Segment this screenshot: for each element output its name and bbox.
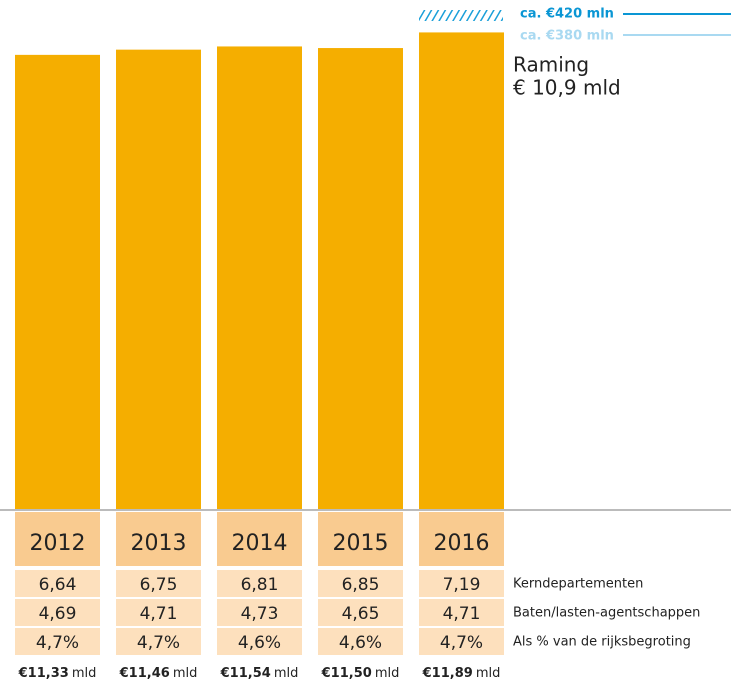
table-value: 4,71 — [443, 604, 481, 624]
row-label: Als % van de rijksbegroting — [513, 635, 691, 650]
table-value: 4,69 — [39, 604, 77, 624]
year-cell — [15, 512, 100, 566]
table-cell — [217, 628, 302, 655]
total-value: €11,46 — [119, 666, 170, 681]
year-cell — [217, 512, 302, 566]
table-value: 7,19 — [443, 575, 481, 595]
total-value: €11,89 — [422, 666, 473, 681]
table-cell — [419, 570, 504, 597]
total-value: €11,54 — [220, 666, 271, 681]
table-value: 4,7% — [36, 633, 79, 653]
annotation: Raming — [513, 53, 589, 77]
annotation: ca. €420 mln — [520, 7, 614, 22]
x-tick-label: 2014 — [232, 531, 288, 556]
bar — [217, 46, 302, 509]
table-value: 4,6% — [238, 633, 281, 653]
bar — [15, 54, 100, 509]
total-unit: mld — [476, 666, 501, 681]
annotation: € 10,9 mld — [513, 76, 621, 100]
table-cell — [217, 570, 302, 597]
table-value: 6,64 — [39, 575, 77, 595]
total-label: €11,50 mld — [321, 666, 400, 681]
total-label: €11,46 mld — [119, 666, 198, 681]
bar — [419, 32, 504, 509]
table-value: 4,73 — [241, 604, 279, 624]
table-value: 4,71 — [140, 604, 178, 624]
year-cell — [318, 512, 403, 566]
table-value: 4,7% — [137, 633, 180, 653]
total-value: €11,33 — [18, 666, 69, 681]
total-unit: mld — [274, 666, 299, 681]
x-tick-label: 2013 — [131, 531, 187, 556]
table-value: 6,81 — [241, 575, 279, 595]
year-cell — [116, 512, 201, 566]
table-cell — [419, 599, 504, 626]
row-label: Baten/lasten-agentschappen — [513, 606, 700, 621]
total-label: €11,89 mld — [422, 666, 501, 681]
table-cell — [116, 570, 201, 597]
table-value: 6,75 — [140, 575, 178, 595]
table-value: 6,85 — [342, 575, 380, 595]
row-label: Kerndepartementen — [513, 577, 643, 592]
table-value: 4,65 — [342, 604, 380, 624]
table-cell — [318, 628, 403, 655]
table-value: 4,6% — [339, 633, 382, 653]
table-cell — [15, 628, 100, 655]
table-cell — [116, 599, 201, 626]
table-cell — [318, 570, 403, 597]
annotation: ca. €380 mln — [520, 29, 614, 44]
table-value: 4,7% — [440, 633, 483, 653]
year-cell — [419, 512, 504, 566]
bar — [116, 49, 201, 509]
table-cell — [318, 599, 403, 626]
table-cell — [217, 599, 302, 626]
total-label: €11,33 mld — [18, 666, 97, 681]
total-unit: mld — [72, 666, 97, 681]
table-cell — [15, 570, 100, 597]
total-unit: mld — [173, 666, 198, 681]
table-cell — [116, 628, 201, 655]
table-cell — [15, 599, 100, 626]
x-tick-label: 2012 — [30, 531, 86, 556]
x-tick-label: 2015 — [333, 531, 389, 556]
estimate-hatch — [419, 10, 503, 21]
table-cell — [419, 628, 504, 655]
total-unit: mld — [375, 666, 400, 681]
x-tick-label: 2016 — [434, 531, 490, 556]
total-label: €11,54 mld — [220, 666, 299, 681]
bar — [318, 48, 403, 509]
total-value: €11,50 — [321, 666, 372, 681]
